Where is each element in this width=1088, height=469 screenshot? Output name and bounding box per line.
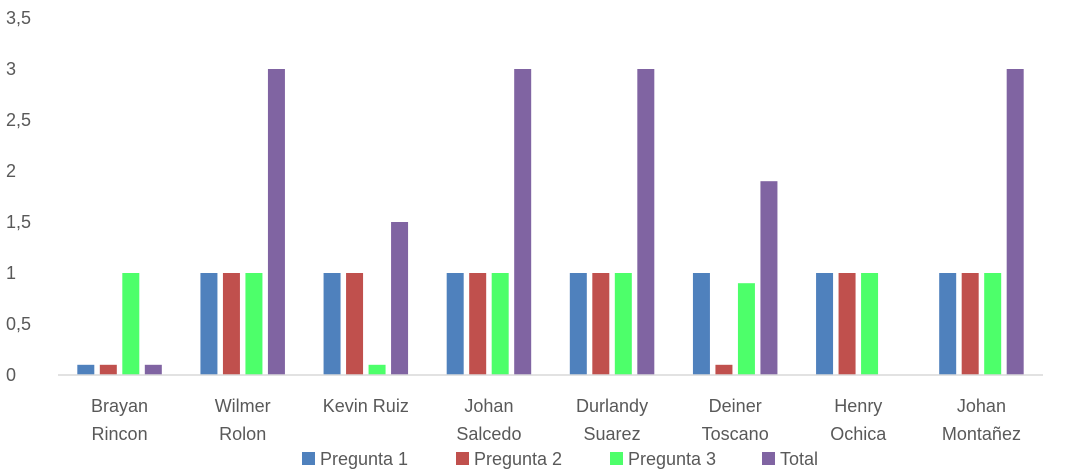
- x-axis-labels: Brayan Rincon Wilmer Rolon Kevin Ruiz Johan Sa…: [91, 396, 1021, 444]
- y-tick-label: 2: [6, 161, 16, 181]
- legend-label: Pregunta 1: [320, 449, 408, 469]
- bar-total: [637, 69, 655, 375]
- bar-pregunta-3: [122, 273, 140, 375]
- bar-pregunta-3: [737, 283, 755, 375]
- bars: [77, 69, 1024, 375]
- y-axis: 0 0,5 1 1,5 2 2,5 3 3,5: [6, 8, 31, 385]
- legend-swatch: [762, 452, 775, 465]
- x-tick-label: Kevin Ruiz: [323, 396, 409, 416]
- bar-total: [144, 364, 162, 375]
- bar-total: [391, 222, 409, 375]
- x-tick-label: Deiner: [709, 396, 762, 416]
- legend-swatch: [456, 452, 469, 465]
- x-tick-label: Montañez: [942, 424, 1021, 444]
- x-tick-label: Ochica: [830, 424, 887, 444]
- bar-total: [1006, 69, 1024, 375]
- legend-label: Total: [780, 449, 818, 469]
- bar-pregunta-3: [491, 273, 509, 375]
- bar-pregunta-2: [346, 273, 364, 375]
- bar-pregunta-1: [569, 273, 587, 375]
- bar-pregunta-2: [715, 364, 733, 375]
- bar-pregunta-3: [245, 273, 263, 375]
- bar-pregunta-3: [861, 273, 879, 375]
- legend: Pregunta 1 Pregunta 2 Pregunta 3 Total: [302, 449, 818, 469]
- bar-pregunta-1: [446, 273, 464, 375]
- x-tick-label: Toscano: [702, 424, 769, 444]
- y-tick-label: 1: [6, 263, 16, 283]
- legend-label: Pregunta 2: [474, 449, 562, 469]
- x-tick-label: Rolon: [219, 424, 266, 444]
- y-tick-label: 1,5: [6, 212, 31, 232]
- bar-pregunta-3: [614, 273, 632, 375]
- bar-pregunta-3: [368, 364, 386, 375]
- bar-pregunta-1: [692, 273, 710, 375]
- y-tick-label: 0,5: [6, 314, 31, 334]
- bar-pregunta-2: [961, 273, 979, 375]
- x-tick-label: Durlandy: [576, 396, 648, 416]
- bar-total: [514, 69, 532, 375]
- legend-swatch: [610, 452, 623, 465]
- y-tick-label: 3,5: [6, 8, 31, 28]
- bar-pregunta-2: [838, 273, 856, 375]
- legend-swatch: [302, 452, 315, 465]
- bar-pregunta-1: [816, 273, 834, 375]
- x-tick-label: Wilmer: [215, 396, 271, 416]
- x-tick-label: Johan: [957, 396, 1006, 416]
- bar-pregunta-1: [77, 364, 95, 375]
- bar-total: [760, 181, 778, 375]
- bar-total: [267, 69, 285, 375]
- bar-pregunta-3: [984, 273, 1002, 375]
- y-tick-label: 2,5: [6, 110, 31, 130]
- bar-pregunta-2: [222, 273, 240, 375]
- x-tick-label: Suarez: [584, 424, 641, 444]
- x-tick-label: Salcedo: [456, 424, 521, 444]
- x-tick-label: Henry: [834, 396, 882, 416]
- y-tick-label: 3: [6, 59, 16, 79]
- x-tick-label: Johan: [464, 396, 513, 416]
- bar-pregunta-1: [323, 273, 341, 375]
- y-tick-label: 0: [6, 365, 16, 385]
- bar-pregunta-2: [469, 273, 487, 375]
- bar-pregunta-2: [99, 364, 117, 375]
- x-tick-label: Rincon: [92, 424, 148, 444]
- bar-pregunta-2: [592, 273, 610, 375]
- legend-label: Pregunta 3: [628, 449, 716, 469]
- bar-pregunta-1: [939, 273, 957, 375]
- x-tick-label: Brayan: [91, 396, 148, 416]
- bar-pregunta-1: [200, 273, 218, 375]
